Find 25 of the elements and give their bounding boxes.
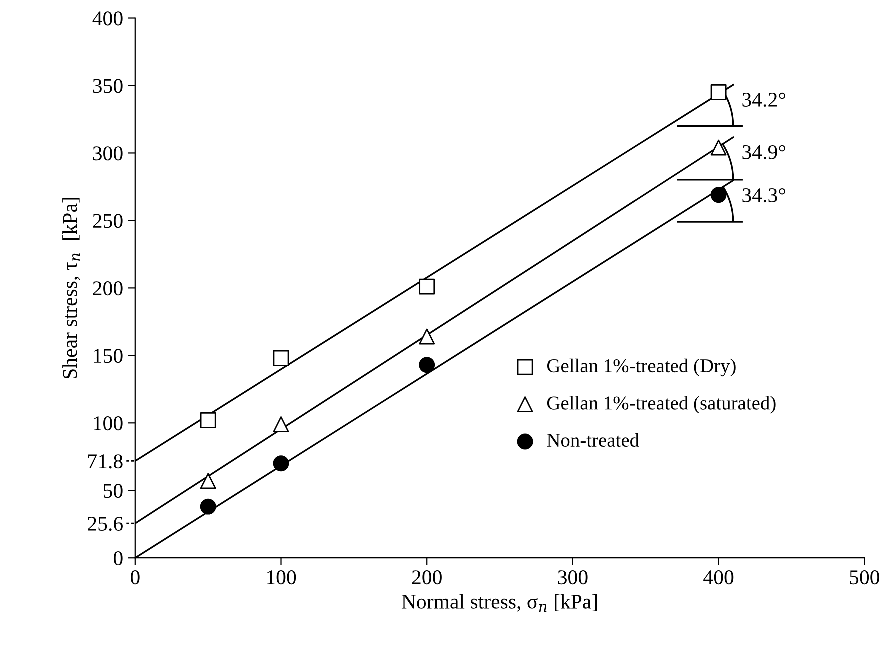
y-tick-label: 150 bbox=[94, 349, 123, 364]
y-tick-label: 400 bbox=[92, 12, 123, 26]
y-tick-label: 100 bbox=[94, 416, 123, 431]
annotation: 34.9° bbox=[742, 145, 786, 160]
y-tick-label: 0 bbox=[114, 551, 123, 566]
x-tick-label: 400 bbox=[704, 570, 734, 585]
y-tick-label: 71.8 bbox=[88, 454, 123, 469]
y-tick-label: 300 bbox=[93, 146, 123, 161]
y-tick-label: 50 bbox=[104, 484, 123, 498]
x-tick-label: 100 bbox=[267, 570, 296, 585]
y-axis-title: Shear stress, τ$_{n}$ [kPa] bbox=[62, 198, 80, 379]
x-tick-label: 200 bbox=[412, 570, 442, 585]
x-axis-title: Normal stress, σ$_{n}$ [kPa] bbox=[402, 594, 598, 612]
y-tick-label: 350 bbox=[93, 79, 123, 94]
x-tick-label: 300 bbox=[558, 570, 588, 585]
annotation: 34.3° bbox=[742, 188, 786, 203]
legend-label: Gellan 1%-treated (Dry) bbox=[547, 358, 736, 377]
annotation: 34.2° bbox=[742, 92, 786, 108]
x-tick-label: 500 bbox=[850, 570, 880, 585]
x-tick-label: 0 bbox=[130, 570, 140, 585]
y-tick-label: 250 bbox=[93, 214, 123, 228]
legend-label: Non-treated bbox=[547, 433, 640, 448]
y-tick-label: 25.6 bbox=[88, 516, 123, 532]
legend-label: Gellan 1%-treated (saturated) bbox=[547, 396, 776, 414]
y-tick-label: 200 bbox=[93, 282, 123, 296]
